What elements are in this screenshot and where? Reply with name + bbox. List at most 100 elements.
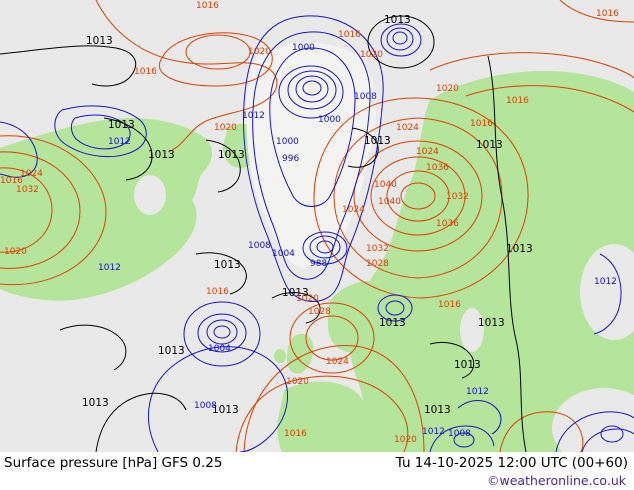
pressure-label: 1012 — [422, 427, 445, 437]
pressure-label: 1020 — [214, 123, 237, 133]
pressure-label: 1016 — [134, 67, 157, 77]
isobars-low-shape — [429, 425, 495, 452]
pressure-label: 1013 — [214, 259, 241, 271]
isobars-low-shape — [380, 23, 422, 57]
isobars-1013-shape — [103, 117, 153, 181]
isobars-high-shape — [465, 85, 634, 113]
isobars-1013-shape — [95, 392, 187, 452]
isobars-low-shape — [54, 105, 147, 158]
isobars-low-shape — [70, 114, 131, 150]
pressure-label: 1024 — [326, 357, 349, 367]
landmasses-shape — [460, 308, 484, 352]
pressure-label: 1013 — [478, 317, 505, 329]
isobars-1013-shape — [0, 45, 137, 87]
pressure-label: 1013 — [506, 243, 533, 255]
pressure-label: 1016 — [438, 300, 461, 310]
isobars-1013-shape — [271, 292, 321, 324]
pressure-label: 1016 — [596, 9, 619, 19]
pressure-label: 1008 — [354, 92, 377, 102]
isobars-high-shape — [185, 34, 251, 70]
pressure-label: 1024 — [396, 123, 419, 133]
isobars-high-shape — [0, 135, 107, 286]
pressure-label: 1013 — [82, 397, 109, 409]
isobars-low-shape — [309, 235, 341, 259]
isobars-high-shape — [559, 0, 634, 23]
isobars-low-shape — [295, 75, 329, 103]
isobars-1013-shape — [429, 341, 475, 379]
pressure-label: 1036 — [436, 219, 459, 229]
pressure-label: 1008 — [194, 401, 217, 411]
landmasses-shape — [277, 381, 374, 452]
isobars-low-shape — [252, 31, 371, 280]
pressure-label: 1013 — [158, 345, 185, 357]
pressure-label: 1004 — [208, 344, 231, 354]
isobars-high-shape — [305, 315, 359, 361]
pressure-label: 1016 — [206, 287, 229, 297]
isobars-low-shape — [147, 346, 288, 452]
isobars-1013-shape — [195, 252, 247, 295]
pressure-label: 1013 — [218, 149, 245, 161]
pressure-label: 996 — [282, 154, 300, 164]
isobars-1013-shape — [205, 139, 241, 193]
landmasses-shape — [134, 175, 166, 215]
isobars-low — [0, 15, 634, 452]
pressure-label: 1016 — [470, 119, 493, 129]
pressure-label: 1024 — [416, 147, 439, 157]
isobars-low-shape — [316, 240, 334, 254]
pressure-label: 1012 — [242, 111, 265, 121]
isobars-low-shape — [243, 15, 384, 303]
status-bar: Surface pressure [hPa] GFS 0.25 Tu 14-10… — [0, 452, 634, 490]
map-title: Surface pressure [hPa] GFS 0.25 — [4, 455, 223, 471]
pressure-label: 1004 — [272, 249, 295, 259]
isobars-low-shape — [287, 70, 337, 110]
isobars-high-shape — [333, 117, 503, 279]
pressure-label: 988 — [310, 259, 328, 269]
pressure-label: 1032 — [16, 185, 39, 195]
pressure-label: 1008 — [248, 241, 271, 251]
landmasses-shape — [327, 280, 395, 353]
pressure-labels-layer: 1016 1013 1013 1016 1020 1000 1020 1016 1008 1020… — [0, 2, 619, 445]
pressure-label: 1024 — [20, 169, 43, 179]
isobars-high-shape — [235, 375, 409, 452]
landmasses-shape — [580, 244, 634, 340]
pressure-label: 1028 — [308, 307, 331, 317]
pressure-label: 1013 — [476, 139, 503, 151]
isobars-high-shape — [0, 167, 53, 253]
pressure-label: 1032 — [446, 192, 469, 202]
pressure-label: 1016 — [506, 96, 529, 106]
isobars-low-shape — [457, 400, 502, 435]
isobars-low-shape — [0, 121, 38, 178]
isobars-high-shape — [313, 97, 529, 299]
copyright-row: ©weatheronline.co.uk — [0, 471, 634, 488]
isobars-low-shape — [213, 325, 231, 339]
pressure-label: 1000 — [318, 115, 341, 125]
pressure-map-svg — [0, 0, 634, 452]
pressure-label: 1024 — [342, 205, 365, 215]
isobars-low-shape — [555, 411, 634, 452]
landmasses-shape — [246, 42, 376, 270]
pressure-label: 1008 — [448, 429, 471, 439]
isobars-high — [0, 0, 634, 452]
status-bar-row: Surface pressure [hPa] GFS 0.25 Tu 14-10… — [0, 452, 634, 471]
isobars-high-shape — [386, 170, 450, 222]
isobars-1013-shape — [487, 55, 527, 452]
pressure-label: 1000 — [292, 43, 315, 53]
isobars-low-shape — [386, 27, 414, 51]
isobars-low-shape — [453, 432, 475, 448]
pressure-label: 1016 — [284, 429, 307, 439]
pressure-label: 1016 — [338, 30, 361, 40]
pressure-label: 1013 — [86, 35, 113, 47]
pressure-label: 1020 — [4, 247, 27, 257]
isobars-high-shape — [499, 411, 584, 452]
isobars-1013-shape — [367, 15, 435, 69]
isobars-low-shape — [197, 313, 247, 353]
isobars-low-shape — [385, 300, 405, 316]
isobars-high-shape — [159, 32, 273, 87]
isobars-low-shape — [206, 319, 238, 345]
isobars-high-shape — [95, 0, 278, 153]
isobars-low-shape — [377, 294, 413, 322]
isobars-high-shape — [370, 156, 466, 236]
copyright: ©weatheronline.co.uk — [487, 473, 626, 488]
pressure-label: 1040 — [378, 197, 401, 207]
